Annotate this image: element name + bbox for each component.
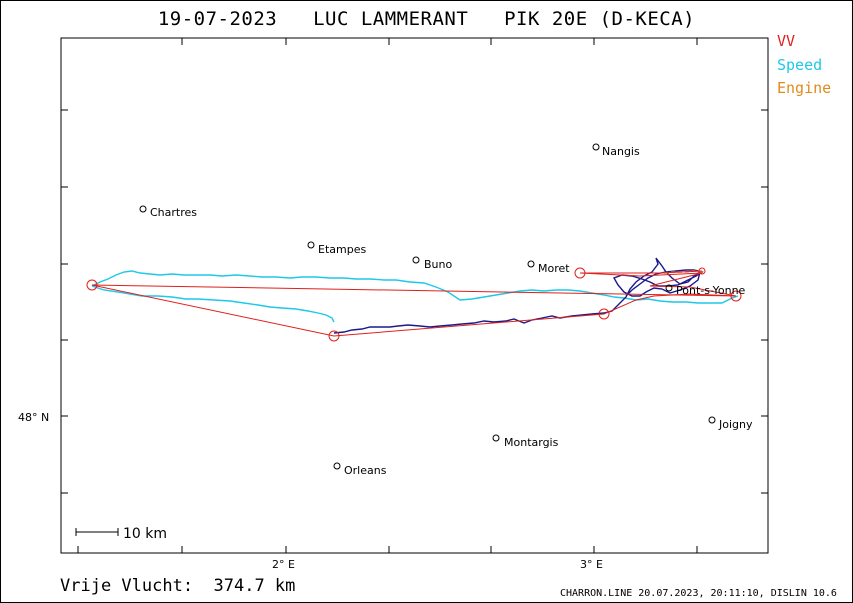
city-moret[interactable]: Moret bbox=[527, 260, 570, 275]
city-pont-s-yonne[interactable]: Pont-s-Yonne bbox=[665, 284, 746, 297]
lon-label-2e: 2° E bbox=[272, 558, 295, 571]
svg-text:Pont-s-Yonne: Pont-s-Yonne bbox=[676, 284, 746, 297]
plot-area bbox=[60, 37, 769, 554]
page-title: 19-07-2023 LUC LAMMERANT PIK 20E (D-KECA… bbox=[157, 8, 696, 30]
distance-label: Vrije Vlucht: 374.7 km bbox=[60, 576, 296, 596]
lon-label-3e: 3° E bbox=[580, 558, 603, 571]
svg-text:Joigny: Joigny bbox=[718, 418, 753, 431]
speed-track-west bbox=[91, 285, 335, 323]
lat-ticks bbox=[61, 109, 768, 494]
city-buno[interactable]: Buno bbox=[412, 256, 452, 271]
city-montargis[interactable]: Montargis bbox=[492, 434, 559, 449]
cities: Nangis Chartres Etampes Buno Moret Pont-… bbox=[139, 143, 753, 477]
scale-bar: 10 km bbox=[75, 526, 167, 542]
lat-label: 48° N bbox=[18, 411, 49, 424]
svg-text:Buno: Buno bbox=[424, 258, 452, 271]
city-chartres[interactable]: Chartres bbox=[139, 205, 197, 219]
flight-track bbox=[333, 257, 704, 334]
svg-text:Orleans: Orleans bbox=[344, 464, 387, 477]
lon-ticks bbox=[77, 38, 698, 553]
credits-label: CHARRON.LINE 20.07.2023, 20:11:10, DISLI… bbox=[560, 588, 837, 599]
svg-text:Nangis: Nangis bbox=[602, 145, 640, 158]
legend-speed: Speed bbox=[777, 56, 823, 74]
speed-track bbox=[91, 270, 739, 304]
city-etampes[interactable]: Etampes bbox=[307, 241, 366, 256]
svg-text:Montargis: Montargis bbox=[504, 436, 559, 449]
legend-vv: VV bbox=[777, 32, 796, 50]
city-joigny[interactable]: Joigny bbox=[708, 416, 753, 431]
task-line bbox=[91, 284, 737, 337]
svg-text:Moret: Moret bbox=[538, 262, 570, 275]
svg-text:Chartres: Chartres bbox=[150, 206, 197, 219]
city-orleans[interactable]: Orleans bbox=[333, 462, 387, 477]
task-line-east bbox=[579, 270, 737, 297]
svg-text:Etampes: Etampes bbox=[318, 243, 366, 256]
turnpoints bbox=[86, 267, 742, 342]
city-nangis[interactable]: Nangis bbox=[592, 143, 640, 158]
scale-label: 10 km bbox=[123, 526, 167, 542]
legend-engine: Engine bbox=[777, 79, 832, 97]
